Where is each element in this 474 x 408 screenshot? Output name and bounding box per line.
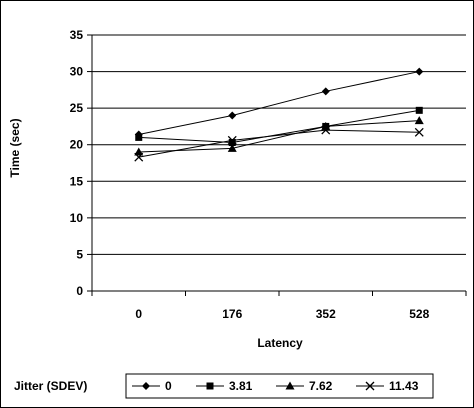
y-tick-label: 30 [70, 65, 84, 79]
data-point [415, 106, 423, 114]
legend-label: 0 [165, 379, 172, 393]
legend-entry: 0 [132, 379, 172, 393]
data-point [415, 67, 424, 76]
series-line [138, 120, 420, 153]
data-point [134, 152, 144, 162]
series-line [138, 129, 420, 158]
x-tick-label: 176 [222, 307, 242, 321]
data-point [414, 116, 424, 125]
data-point [228, 111, 237, 120]
legend-label: 3.81 [229, 379, 253, 393]
axes [87, 34, 467, 296]
data-point [135, 133, 143, 141]
series-group [134, 67, 424, 162]
legend-title: Jitter (SDEV) [14, 379, 87, 393]
data-point [134, 147, 144, 156]
legend-label: 7.62 [309, 379, 333, 393]
data-point [227, 143, 237, 152]
y-tick-label: 20 [70, 138, 84, 152]
legend-entry: 3.81 [196, 379, 253, 393]
y-tick-label: 5 [76, 247, 83, 261]
x-tick-labels: 0 176 352 528 [135, 307, 429, 321]
series-line [138, 71, 420, 135]
legend: Jitter (SDEV) 0 3.81 7.62 11.43 [14, 373, 434, 399]
data-point [414, 127, 424, 137]
gridlines [92, 34, 466, 255]
legend-marker [365, 381, 375, 391]
y-tick-labels: 0 5 10 15 20 25 30 35 [70, 28, 84, 298]
data-point [321, 125, 331, 135]
y-tick-label: 25 [70, 101, 84, 115]
legend-entry: 7.62 [276, 379, 333, 393]
legend-label: 11.43 [389, 379, 419, 393]
legend-marker [285, 381, 295, 390]
y-axis-title: Time (sec) [8, 118, 22, 177]
legend-entry: 11.43 [356, 379, 419, 393]
y-tick-label: 15 [70, 174, 84, 188]
x-tick-label: 0 [135, 307, 142, 321]
y-tick-label: 10 [70, 211, 84, 225]
data-point [228, 139, 236, 147]
y-tick-label: 35 [70, 28, 84, 42]
legend-marker [206, 382, 214, 390]
x-tick-label: 528 [409, 307, 429, 321]
data-point [321, 87, 330, 96]
series-line [138, 109, 420, 144]
legend-marker [142, 382, 150, 390]
y-tick-label: 0 [76, 284, 83, 298]
series-11.43 [134, 125, 424, 162]
x-axis-title: Latency [257, 336, 303, 350]
data-point [227, 135, 237, 145]
x-tick-label: 352 [316, 307, 336, 321]
